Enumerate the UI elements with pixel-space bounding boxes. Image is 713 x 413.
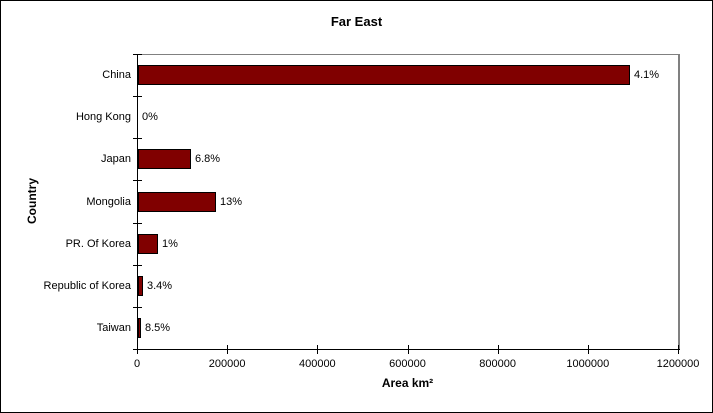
x-tick — [407, 345, 409, 354]
x-tick-label: 0 — [133, 358, 141, 370]
category-label-hong-kong: Hong Kong — [75, 111, 131, 124]
bar-taiwan — [138, 317, 141, 338]
x-tick-label: 200000 — [208, 358, 246, 370]
bar-data-label: 1% — [162, 237, 178, 250]
bar-data-label: 8.5% — [145, 321, 171, 334]
x-tick-label: 800000 — [479, 358, 517, 370]
category-label-pr-of-korea: PR. Of Korea — [65, 237, 131, 250]
bar-pr-of-korea — [138, 233, 158, 254]
x-tick-label: 600000 — [389, 358, 426, 370]
bar-data-label: 0% — [142, 111, 158, 124]
x-axis-line — [137, 349, 680, 350]
bar-data-label: 6.8% — [195, 153, 221, 166]
x-axis-title: Area km² — [381, 376, 434, 390]
y-tick — [133, 96, 142, 98]
x-tick — [227, 345, 229, 354]
bar-data-label: 4.1% — [634, 69, 660, 82]
y-tick — [133, 222, 142, 224]
x-tick — [678, 345, 679, 354]
category-label-taiwan: Taiwan — [96, 321, 131, 334]
bar-data-label: 3.4% — [147, 279, 173, 292]
y-tick — [133, 54, 142, 55]
y-tick — [133, 349, 142, 350]
x-tick — [317, 345, 319, 354]
category-label-china: China — [102, 69, 131, 82]
bar-japan — [138, 149, 191, 170]
category-label-japan: Japan — [101, 153, 131, 166]
bar-china — [138, 65, 630, 86]
bar-mongolia — [138, 191, 216, 212]
y-tick — [133, 138, 142, 140]
y-tick — [133, 306, 142, 308]
category-label-republic-of-korea: Republic of Korea — [43, 279, 131, 292]
chart-title: Far East — [330, 14, 383, 29]
y-axis-line — [137, 54, 138, 350]
x-tick-label: 1000000 — [566, 358, 610, 370]
bar-data-label: 13% — [220, 195, 243, 208]
x-tick-label: 1200000 — [656, 358, 700, 370]
y-tick — [133, 264, 142, 266]
y-tick — [133, 180, 142, 182]
x-tick-label: 400000 — [298, 358, 336, 370]
x-tick — [587, 345, 589, 354]
plot-area — [137, 54, 680, 350]
bar-republic-of-korea — [138, 275, 143, 296]
x-tick — [497, 345, 499, 354]
category-label-mongolia: Mongolia — [86, 195, 131, 208]
